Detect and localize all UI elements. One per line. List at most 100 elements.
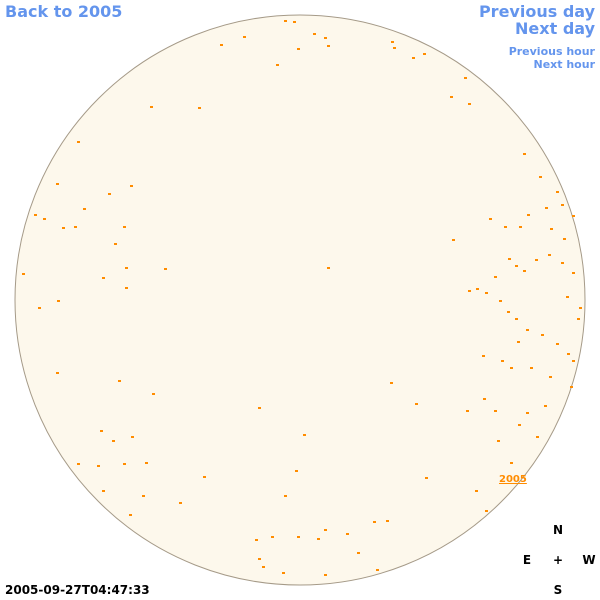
next-hour-link[interactable]: Next hour	[533, 58, 596, 71]
sky-marker	[572, 272, 575, 274]
sky-marker	[485, 292, 488, 294]
sky-marker	[526, 412, 529, 414]
sky-marker	[276, 64, 279, 66]
sky-marker	[556, 343, 559, 345]
sky-marker	[393, 47, 396, 49]
sky-marker	[317, 538, 320, 540]
sky-marker	[570, 386, 573, 388]
sky-marker	[129, 514, 132, 516]
sky-marker	[561, 204, 564, 206]
sky-marker	[501, 360, 504, 362]
sky-marker	[466, 410, 469, 412]
sky-marker	[164, 268, 167, 270]
sky-marker	[324, 37, 327, 39]
compass-center-marker: +	[552, 553, 564, 567]
sky-marker	[346, 533, 349, 535]
sky-marker	[515, 265, 518, 267]
sky-marker	[83, 208, 86, 210]
sky-marker	[324, 574, 327, 576]
sky-marker	[572, 215, 575, 217]
sky-marker	[497, 440, 500, 442]
sky-marker	[293, 21, 296, 23]
sky-marker	[284, 495, 287, 497]
sky-marker	[386, 520, 389, 522]
sky-marker	[517, 341, 520, 343]
previous-day-link[interactable]: Previous day	[478, 2, 595, 21]
sky-marker	[373, 521, 376, 523]
back-to-year-link[interactable]: Back to 2005	[5, 2, 123, 21]
sky-marker	[376, 569, 379, 571]
sky-marker	[74, 226, 77, 228]
sky-marker	[499, 300, 502, 302]
sky-marker	[123, 226, 126, 228]
sky-marker	[541, 334, 544, 336]
sky-marker	[549, 376, 552, 378]
sky-marker	[179, 502, 182, 504]
sky-marker	[468, 103, 471, 105]
sky-marker	[100, 430, 103, 432]
sky-marker	[489, 218, 492, 220]
sky-circle	[14, 14, 586, 586]
sky-marker	[303, 434, 306, 436]
sky-marker	[504, 226, 507, 228]
previous-hour-link[interactable]: Previous hour	[508, 45, 595, 58]
year-2005-link[interactable]: 2005	[499, 474, 527, 485]
sky-marker	[271, 536, 274, 538]
next-day-link[interactable]: Next day	[515, 19, 595, 38]
sky-marker	[526, 329, 529, 331]
sky-marker	[297, 536, 300, 538]
sky-marker	[56, 183, 59, 185]
sky-marker	[572, 360, 575, 362]
sky-marker	[482, 355, 485, 357]
sky-marker	[508, 258, 511, 260]
sky-marker	[108, 193, 111, 195]
sky-marker	[579, 307, 582, 309]
sky-marker	[423, 53, 426, 55]
sky-marker	[415, 403, 418, 405]
sky-marker	[527, 214, 530, 216]
sky-marker	[523, 270, 526, 272]
sky-marker	[566, 296, 569, 298]
compass-east: E	[522, 553, 532, 567]
sky-marker	[142, 495, 145, 497]
sky-marker	[327, 45, 330, 47]
sky-marker	[34, 214, 37, 216]
sky-marker	[324, 529, 327, 531]
sky-marker	[22, 273, 25, 275]
sky-marker	[567, 353, 570, 355]
sky-marker	[515, 318, 518, 320]
sky-marker	[295, 470, 298, 472]
sky-marker	[125, 287, 128, 289]
timestamp: 2005-09-27T04:47:33	[5, 583, 150, 597]
sky-marker	[56, 372, 59, 374]
sky-marker	[539, 176, 542, 178]
sky-marker	[145, 462, 148, 464]
sky-marker	[77, 463, 80, 465]
sky-marker	[97, 465, 100, 467]
sky-marker	[507, 311, 510, 313]
sky-marker	[494, 276, 497, 278]
sky-marker	[483, 398, 486, 400]
sky-marker	[102, 277, 105, 279]
sky-marker	[544, 405, 547, 407]
sky-marker	[118, 380, 121, 382]
sky-marker	[510, 462, 513, 464]
sky-marker	[485, 510, 488, 512]
sky-marker	[390, 382, 393, 384]
sky-marker	[77, 141, 80, 143]
sky-marker	[282, 572, 285, 574]
sky-marker	[152, 393, 155, 395]
sky-marker	[313, 33, 316, 35]
sky-marker	[545, 207, 548, 209]
sky-marker	[550, 228, 553, 230]
sky-marker	[357, 552, 360, 554]
sky-marker	[561, 262, 564, 264]
sky-marker	[125, 267, 128, 269]
sky-marker	[412, 57, 415, 59]
sky-marker	[123, 463, 126, 465]
sky-marker	[150, 106, 153, 108]
sky-marker	[450, 96, 453, 98]
sky-marker	[57, 300, 60, 302]
sky-marker	[297, 48, 300, 50]
